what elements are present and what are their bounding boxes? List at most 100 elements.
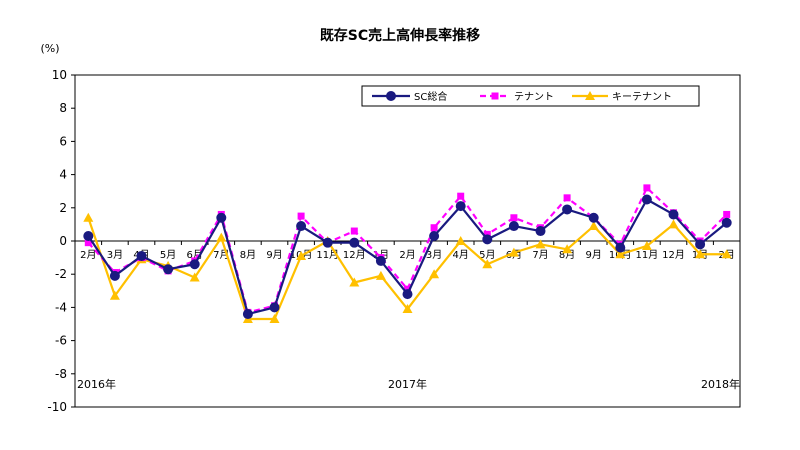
x-tick-label: 5月 xyxy=(160,249,176,261)
data-point xyxy=(136,250,147,261)
y-tick-label: -2 xyxy=(55,267,67,281)
data-point xyxy=(535,239,546,249)
chart-title: 既存SC売上高伸長率推移 xyxy=(320,27,480,44)
series-0 xyxy=(83,194,732,320)
data-point xyxy=(216,212,227,223)
data-point xyxy=(535,226,546,237)
data-point xyxy=(375,255,386,266)
series-layer xyxy=(83,184,732,324)
x-tick-label: 9月 xyxy=(586,249,602,261)
data-point xyxy=(668,219,679,229)
data-point xyxy=(109,270,120,281)
x-tick-label: 9月 xyxy=(266,249,282,261)
data-point xyxy=(723,210,731,218)
y-axis-unit: (%) xyxy=(40,42,59,55)
data-point xyxy=(269,302,280,313)
data-point xyxy=(510,214,518,222)
y-tick-label: -4 xyxy=(55,300,67,314)
x-tick-label: 8月 xyxy=(240,249,256,261)
y-tick-label: -10 xyxy=(47,400,67,414)
series-2 xyxy=(83,212,732,324)
data-point xyxy=(508,221,519,232)
year-label: 2018年 xyxy=(701,377,740,391)
data-point xyxy=(349,277,360,287)
x-tick-label: 4月 xyxy=(453,249,469,261)
data-point xyxy=(349,237,360,248)
data-point xyxy=(296,221,307,232)
data-point xyxy=(83,212,94,222)
data-point xyxy=(429,231,440,242)
data-point xyxy=(216,232,227,242)
data-point xyxy=(269,314,280,324)
x-tick-label: 5月 xyxy=(479,249,495,261)
y-tick-label: 2 xyxy=(59,201,67,215)
data-point xyxy=(189,272,200,282)
legend-swatch-marker xyxy=(585,91,595,100)
x-tick-label: 11月 xyxy=(636,249,659,261)
data-point xyxy=(643,184,651,192)
data-point xyxy=(641,194,652,205)
year-label: 2016年 xyxy=(77,377,116,391)
data-point xyxy=(562,204,573,215)
legend-swatch-marker xyxy=(491,92,499,100)
data-point xyxy=(721,217,732,228)
data-point xyxy=(455,236,466,245)
legend: SC総合 テナント キーテナント xyxy=(361,85,700,107)
data-point xyxy=(615,249,626,259)
data-point xyxy=(457,192,465,200)
data-point xyxy=(163,264,174,275)
legend-swatch-marker xyxy=(386,91,396,101)
data-point xyxy=(588,221,599,231)
data-point xyxy=(563,194,571,202)
x-tick-label: 11月 xyxy=(316,249,339,261)
data-point xyxy=(721,249,732,259)
legend-label: テナント xyxy=(514,91,554,103)
legend-label: SC総合 xyxy=(414,90,447,103)
x-tick-label: 3月 xyxy=(107,249,123,261)
data-point xyxy=(508,247,519,257)
y-tick-label: 6 xyxy=(59,134,67,148)
data-point xyxy=(84,239,92,247)
legend-label: キーテナント xyxy=(612,91,672,103)
data-point xyxy=(402,304,413,314)
data-point xyxy=(429,269,440,279)
data-point xyxy=(615,242,626,253)
x-tick-label: 3月 xyxy=(426,249,442,261)
data-point xyxy=(297,212,305,220)
data-point xyxy=(322,237,333,248)
data-point xyxy=(242,309,253,320)
data-point xyxy=(189,259,200,270)
x-tick-label: 7月 xyxy=(532,249,548,261)
data-point xyxy=(562,244,573,254)
data-point xyxy=(695,249,706,259)
x-tick-label: 12月 xyxy=(662,249,685,261)
data-point xyxy=(482,259,493,269)
data-point xyxy=(668,209,679,220)
legend-box xyxy=(361,85,700,107)
x-tick-label: 2月 xyxy=(399,249,415,261)
y-tick-label: 4 xyxy=(59,168,67,182)
data-point xyxy=(83,231,94,242)
y-tick-label: -8 xyxy=(55,367,67,381)
y-tick-label: -6 xyxy=(55,334,67,348)
data-point xyxy=(455,201,466,212)
y-tick-label: 10 xyxy=(52,68,67,82)
x-tick-label: 2月 xyxy=(80,249,96,261)
data-point xyxy=(375,270,386,280)
data-point xyxy=(350,227,358,235)
axes: 1086420-2-4-6-8-102月3月4月5月6月7月8月9月10月11月… xyxy=(47,68,741,414)
data-point xyxy=(430,224,438,232)
data-point xyxy=(109,290,120,300)
data-point xyxy=(482,234,493,245)
data-point xyxy=(296,250,307,260)
data-point xyxy=(402,289,413,300)
y-tick-label: 8 xyxy=(59,101,67,115)
year-label: 2017年 xyxy=(388,377,427,391)
data-point xyxy=(641,240,652,250)
x-tick-label: 12月 xyxy=(343,249,366,261)
y-tick-label: 0 xyxy=(59,234,67,248)
data-point xyxy=(588,212,599,223)
data-point xyxy=(695,239,706,250)
